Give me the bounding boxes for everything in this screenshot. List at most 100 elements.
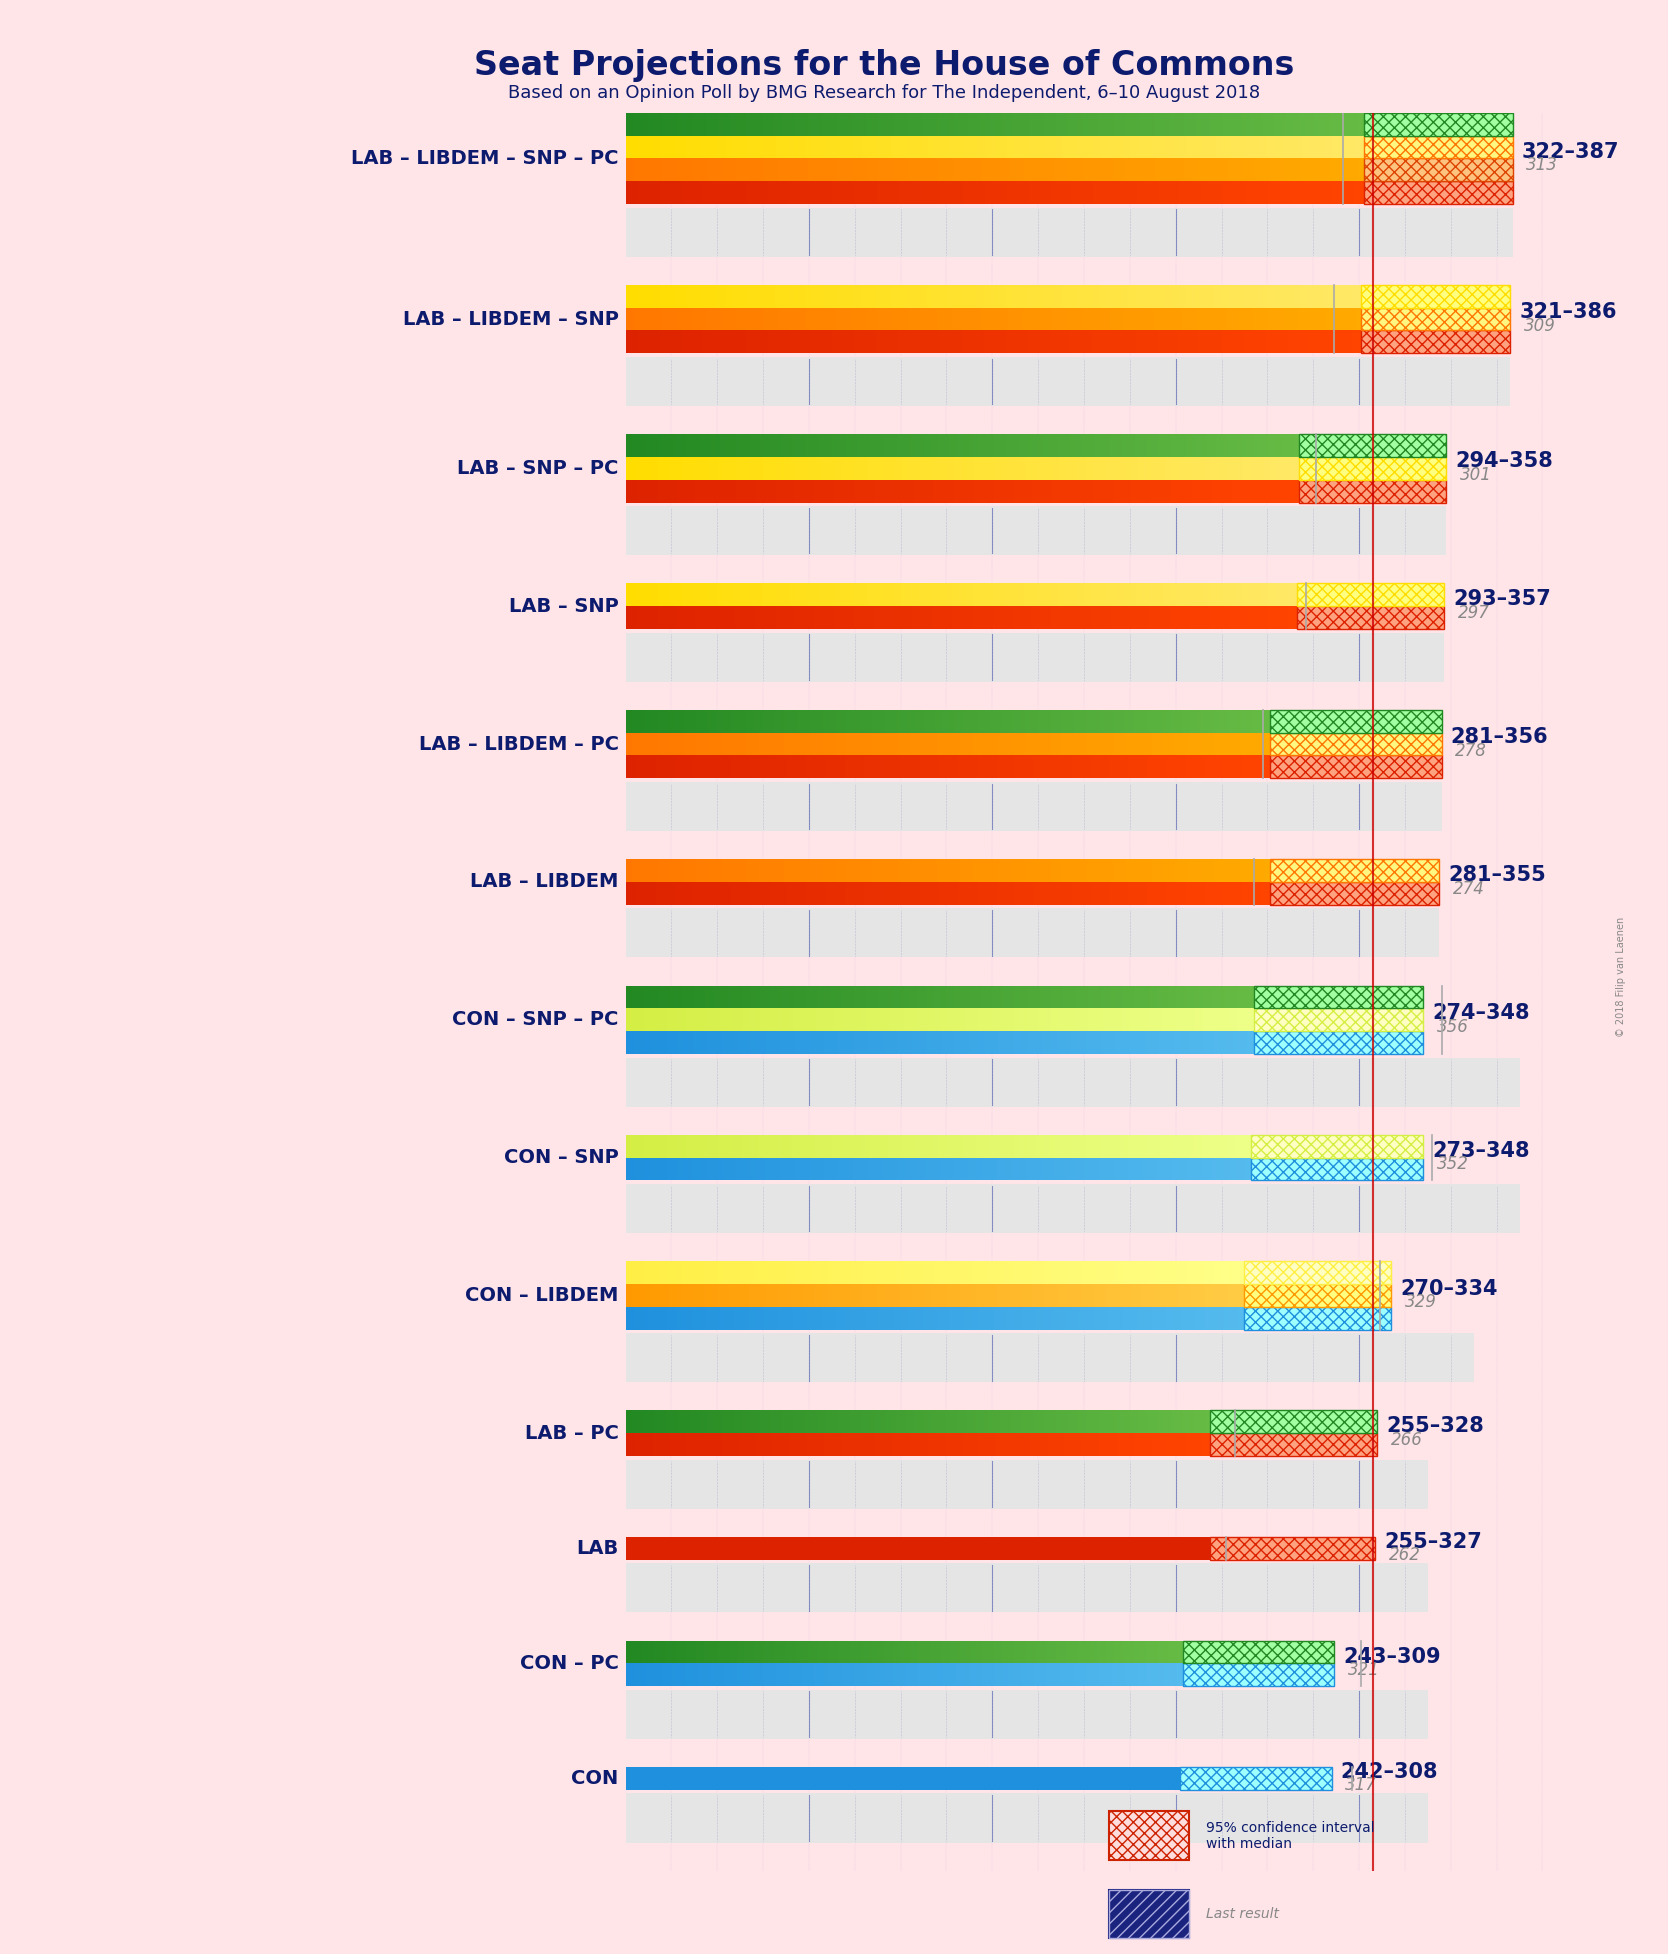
Bar	[1284, 481, 1286, 502]
Bar	[1286, 457, 1289, 481]
Bar	[1231, 756, 1234, 778]
Bar	[1034, 1766, 1037, 1790]
Bar	[641, 1032, 642, 1053]
Bar	[977, 584, 981, 606]
Bar	[692, 285, 696, 307]
Bar	[1149, 881, 1153, 905]
Bar	[774, 182, 776, 203]
Bar	[817, 1411, 819, 1434]
Bar	[684, 1284, 686, 1307]
Bar	[876, 1284, 877, 1307]
Bar	[654, 860, 656, 881]
Bar	[844, 481, 846, 502]
Bar	[839, 434, 842, 457]
Bar	[1163, 434, 1166, 457]
Bar	[1002, 1260, 1006, 1284]
Bar	[1148, 1307, 1151, 1331]
Bar	[1081, 434, 1084, 457]
Bar	[1027, 1411, 1029, 1434]
Bar	[781, 1307, 782, 1331]
Bar	[642, 1663, 646, 1686]
Bar	[1128, 307, 1131, 330]
Bar	[1054, 1641, 1058, 1663]
Bar	[1084, 1538, 1086, 1559]
Bar	[1069, 1766, 1073, 1790]
Bar	[844, 1663, 847, 1686]
Bar	[1189, 330, 1193, 354]
Bar	[936, 1157, 939, 1180]
Bar	[1037, 1411, 1039, 1434]
Bar	[744, 457, 747, 481]
Bar	[749, 985, 752, 1008]
Bar	[772, 1663, 774, 1686]
Bar	[1138, 135, 1141, 158]
Bar	[1279, 113, 1283, 135]
Bar	[661, 1663, 664, 1686]
Bar	[824, 1284, 826, 1307]
Bar	[709, 860, 712, 881]
Bar	[1048, 434, 1051, 457]
Bar	[1101, 709, 1103, 733]
Bar	[866, 1157, 869, 1180]
Bar	[881, 606, 884, 629]
Bar	[947, 881, 951, 905]
Bar	[1341, 113, 1344, 135]
Bar	[1194, 135, 1198, 158]
Bar	[957, 158, 961, 182]
Bar	[1216, 1008, 1219, 1032]
Bar	[994, 307, 996, 330]
Bar	[1091, 606, 1094, 629]
Bar	[796, 709, 797, 733]
Bar	[1223, 1157, 1224, 1180]
Bar	[792, 330, 796, 354]
Bar	[706, 1641, 707, 1663]
Bar	[971, 307, 974, 330]
Bar	[1004, 756, 1006, 778]
Bar	[1114, 1135, 1116, 1157]
Bar	[1073, 457, 1076, 481]
Bar	[1078, 1032, 1081, 1053]
Bar	[1068, 1008, 1071, 1032]
Bar	[1037, 1008, 1041, 1032]
Bar	[726, 584, 729, 606]
Bar	[1201, 1538, 1203, 1559]
Bar	[1201, 860, 1204, 881]
Bar	[989, 158, 992, 182]
Bar	[1133, 285, 1136, 307]
Bar	[646, 1307, 649, 1331]
Bar	[1263, 330, 1266, 354]
Bar	[1116, 1284, 1119, 1307]
Bar	[1206, 1157, 1208, 1180]
Bar	[627, 1284, 631, 1307]
Bar	[1029, 135, 1032, 158]
Bar	[886, 606, 887, 629]
Bar	[1326, 113, 1329, 135]
Bar	[974, 1663, 977, 1686]
Bar	[1184, 733, 1186, 756]
Bar	[1128, 606, 1129, 629]
Bar	[1136, 481, 1139, 502]
Bar	[1032, 1538, 1036, 1559]
Bar	[1048, 457, 1051, 481]
Bar	[662, 158, 666, 182]
Bar	[1054, 113, 1058, 135]
Bar	[794, 307, 797, 330]
Bar	[914, 1260, 917, 1284]
Bar	[1054, 1008, 1058, 1032]
Bar	[789, 1260, 791, 1284]
Bar	[1196, 113, 1199, 135]
Bar	[824, 606, 827, 629]
Bar	[1073, 1284, 1076, 1307]
Bar	[892, 881, 894, 905]
Bar	[689, 1135, 691, 1157]
Bar	[954, 584, 957, 606]
Bar	[1036, 1260, 1039, 1284]
Bar	[922, 1411, 924, 1434]
Bar	[1164, 113, 1168, 135]
Bar	[1234, 285, 1238, 307]
Bar	[992, 1766, 994, 1790]
Bar	[897, 330, 901, 354]
Bar	[1156, 1008, 1158, 1032]
Bar	[662, 1766, 666, 1790]
Bar	[989, 1284, 991, 1307]
